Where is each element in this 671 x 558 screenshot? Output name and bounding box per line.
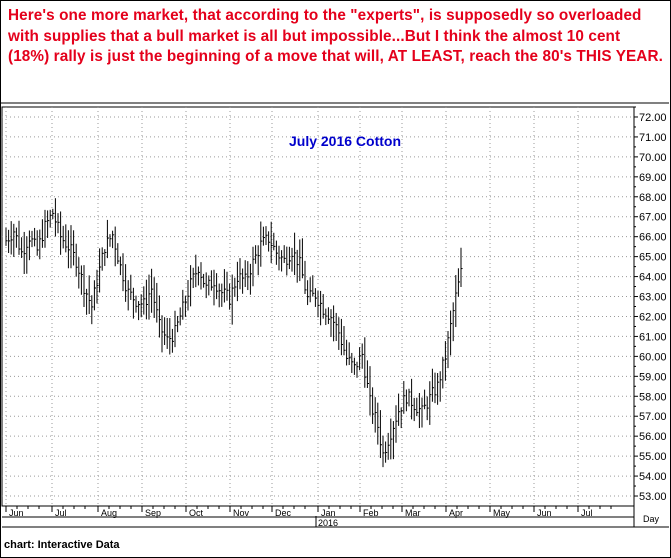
month-label: Jul bbox=[55, 508, 67, 518]
month-label: Dec bbox=[275, 508, 292, 518]
y-tick-label: 64.00 bbox=[639, 272, 667, 284]
month-label: Jan bbox=[321, 508, 336, 518]
y-tick-label: 57.00 bbox=[639, 411, 667, 423]
y-tick-label: 55.00 bbox=[639, 451, 667, 463]
chart-credit: chart: Interactive Data bbox=[4, 539, 120, 551]
y-tick-label: 63.00 bbox=[639, 292, 667, 304]
y-tick-label: 70.00 bbox=[639, 152, 667, 164]
month-label: Oct bbox=[189, 508, 204, 518]
month-label: Nov bbox=[233, 508, 250, 518]
y-tick-label: 62.00 bbox=[639, 311, 667, 323]
y-tick-label: 71.00 bbox=[639, 132, 667, 144]
x-unit-label: Day bbox=[643, 514, 660, 524]
y-tick-label: 54.00 bbox=[639, 471, 667, 483]
y-tick-label: 61.00 bbox=[639, 331, 667, 343]
y-tick-label: 53.00 bbox=[639, 491, 667, 503]
month-label: Sep bbox=[145, 508, 161, 518]
y-tick-label: 66.00 bbox=[639, 232, 667, 244]
month-label: Apr bbox=[449, 508, 463, 518]
y-tick-label: 59.00 bbox=[639, 371, 667, 383]
month-label: Jun bbox=[537, 508, 552, 518]
y-tick-label: 65.00 bbox=[639, 252, 667, 264]
headline-text: Here's one more market, that according t… bbox=[8, 7, 663, 65]
y-tick-label: 60.00 bbox=[639, 351, 667, 363]
month-label: May bbox=[493, 508, 511, 518]
month-label: Jul bbox=[581, 508, 593, 518]
y-tick-label: 72.00 bbox=[639, 112, 667, 124]
y-tick-label: 68.00 bbox=[639, 192, 667, 204]
year-label: 2016 bbox=[318, 518, 338, 528]
month-label: Aug bbox=[101, 508, 117, 518]
y-tick-label: 69.00 bbox=[639, 172, 667, 184]
month-label: Jun bbox=[9, 508, 24, 518]
y-tick-label: 56.00 bbox=[639, 431, 667, 443]
y-tick-label: 58.00 bbox=[639, 391, 667, 403]
chart-title: July 2016 Cotton bbox=[289, 133, 401, 149]
month-label: Mar bbox=[405, 508, 421, 518]
y-tick-label: 67.00 bbox=[639, 212, 667, 224]
month-label: Feb bbox=[363, 508, 379, 518]
